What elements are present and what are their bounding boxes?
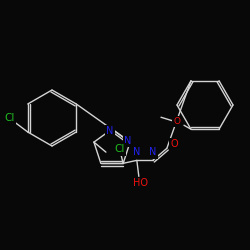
Text: N: N: [133, 147, 140, 157]
Text: O: O: [170, 139, 178, 149]
Text: HO: HO: [133, 178, 148, 188]
Text: N: N: [106, 126, 114, 136]
Text: Cl: Cl: [114, 144, 124, 154]
Text: Cl: Cl: [4, 113, 15, 123]
Text: O: O: [174, 117, 180, 126]
Text: N: N: [149, 147, 156, 157]
Text: N: N: [124, 136, 132, 146]
